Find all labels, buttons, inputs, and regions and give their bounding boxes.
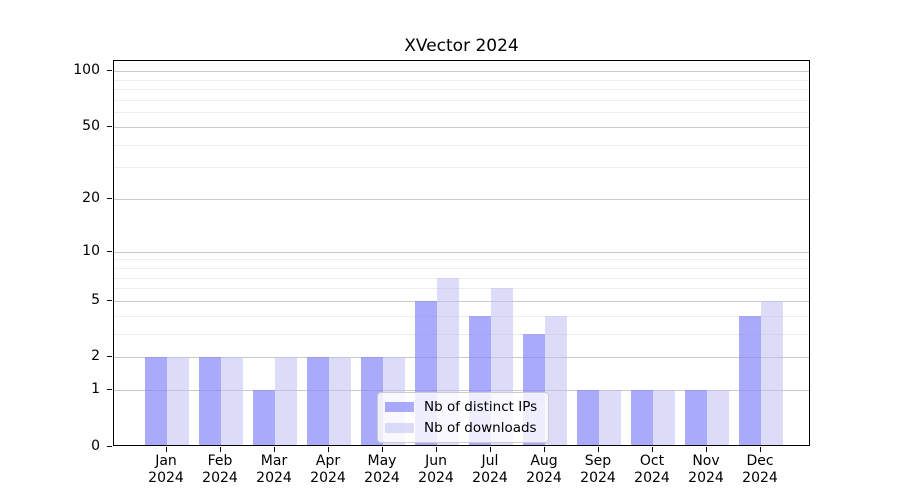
legend-label-downloads: Nb of downloads [424, 420, 537, 436]
bar-distinct-ips-feb [199, 357, 221, 446]
legend-swatch-downloads [385, 423, 414, 433]
x-tick-label: Jan 2024 [148, 453, 184, 486]
x-tick-label: Apr 2024 [310, 453, 346, 486]
x-tick-mark [436, 446, 437, 452]
bar-downloads-jan [167, 357, 189, 446]
x-tick-label: Jul 2024 [472, 453, 508, 486]
x-tick-label: Oct 2024 [634, 453, 670, 486]
bar-distinct-ips-sep [577, 390, 599, 446]
y-tick-mark [107, 70, 112, 72]
bar-downloads-mar [275, 357, 297, 446]
major-gridline [114, 71, 809, 73]
x-tick-label: Sep 2024 [580, 453, 616, 486]
major-gridline [114, 357, 809, 359]
bar-distinct-ips-mar [253, 390, 275, 446]
y-tick-mark [107, 126, 112, 127]
minor-gridline [114, 315, 809, 317]
bar-downloads-nov [707, 390, 729, 446]
bar-downloads-apr [329, 357, 351, 446]
x-tick-mark [760, 446, 761, 452]
x-tick-mark [166, 446, 167, 452]
legend-item-downloads: Nb of downloads [385, 419, 537, 437]
minor-gridline [114, 79, 809, 81]
x-tick-mark [598, 446, 599, 452]
x-tick-mark [652, 446, 653, 452]
legend-item-distinct-ips: Nb of distinct IPs [385, 398, 537, 416]
y-tick-label: 5 [91, 291, 100, 308]
y-tick-label: 2 [91, 348, 100, 365]
major-gridline [114, 127, 809, 128]
x-tick-label: Feb 2024 [202, 453, 238, 486]
y-tick-label: 10 [82, 242, 100, 259]
legend: Nb of distinct IPs Nb of downloads [377, 392, 550, 443]
x-tick-mark [382, 446, 383, 452]
bar-distinct-ips-apr [307, 357, 329, 446]
legend-swatch-distinct-ips [385, 402, 414, 412]
x-tick-label: Mar 2024 [256, 453, 292, 486]
x-tick-mark [328, 446, 329, 452]
x-tick-mark [490, 446, 491, 452]
minor-gridline [114, 100, 809, 102]
y-tick-label: 50 [82, 118, 100, 134]
y-tick-label: 1 [91, 381, 100, 398]
minor-gridline [114, 89, 809, 91]
major-gridline [114, 390, 809, 392]
minor-gridline [114, 167, 809, 169]
x-tick-mark [274, 446, 275, 452]
x-tick-label: Dec 2024 [742, 453, 778, 486]
y-tick-mark [107, 389, 112, 391]
bar-downloads-oct [653, 390, 675, 446]
minor-gridline [114, 288, 809, 290]
y-tick-label: 100 [73, 62, 100, 79]
minor-gridline [114, 267, 809, 269]
y-tick-label: 20 [82, 190, 100, 207]
y-tick-label: 0 [91, 437, 100, 454]
x-tick-label: Nov 2024 [688, 453, 724, 486]
minor-gridline [114, 333, 809, 335]
bar-distinct-ips-jan [145, 357, 167, 446]
y-tick-mark [107, 250, 112, 252]
bar-downloads-aug [545, 315, 567, 446]
x-tick-mark [706, 446, 707, 452]
bar-downloads-dec [761, 300, 783, 446]
x-tick-mark [544, 446, 545, 452]
legend-label-distinct-ips: Nb of distinct IPs [424, 399, 538, 415]
x-tick-label: Aug 2024 [526, 453, 562, 486]
minor-gridline [114, 112, 809, 114]
chart-title: XVector 2024 [404, 36, 519, 56]
minor-gridline [114, 144, 809, 146]
minor-gridline [114, 259, 809, 261]
y-tick-mark [107, 198, 112, 200]
x-tick-label: May 2024 [364, 453, 400, 486]
bar-distinct-ips-nov [685, 390, 707, 446]
bar-distinct-ips-dec [739, 315, 761, 446]
major-gridline [114, 251, 809, 253]
bar-distinct-ips-oct [631, 390, 653, 446]
y-tick-mark [107, 445, 112, 447]
bar-downloads-sep [599, 390, 621, 446]
y-tick-mark [107, 356, 112, 358]
bar-downloads-feb [221, 357, 243, 446]
plot-area [113, 60, 810, 446]
x-tick-mark [220, 446, 221, 452]
major-gridline [114, 300, 809, 302]
y-tick-mark [107, 299, 112, 301]
x-tick-label: Jun 2024 [418, 453, 454, 486]
minor-gridline [114, 277, 809, 279]
major-gridline [114, 199, 809, 201]
